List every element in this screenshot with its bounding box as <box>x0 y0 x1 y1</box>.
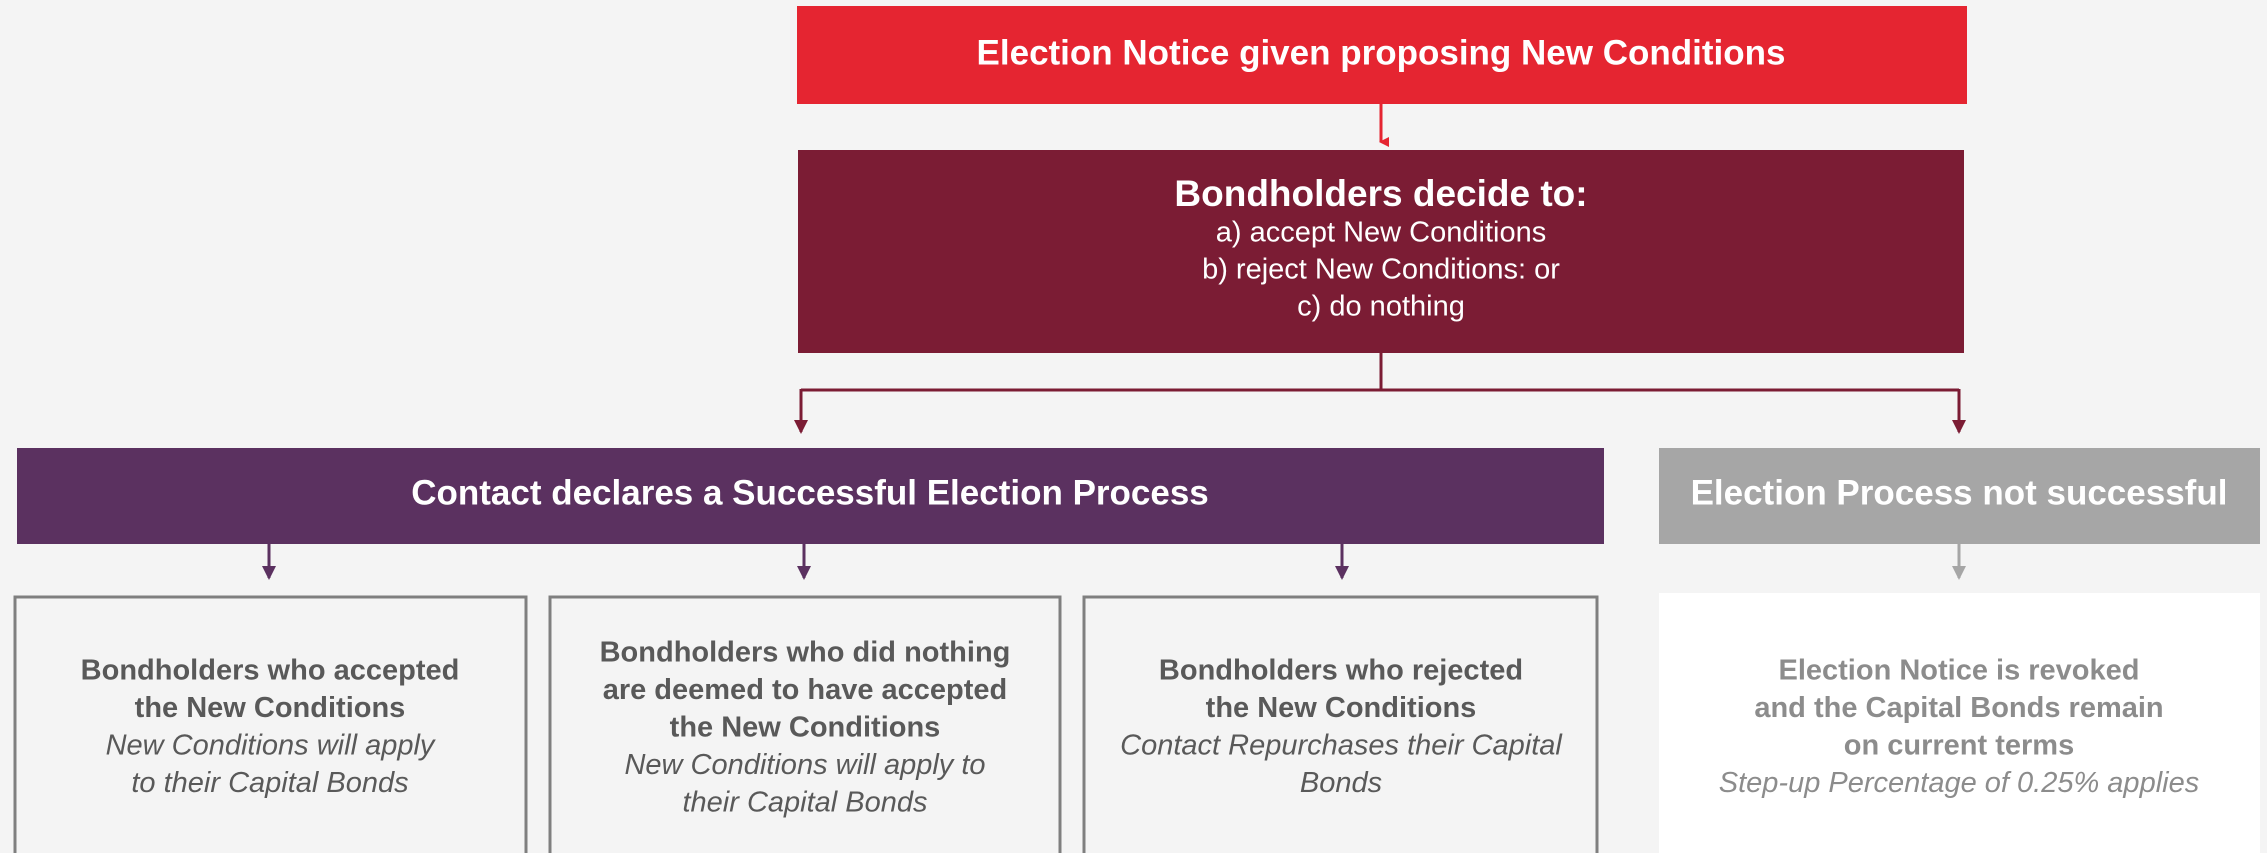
decide-line: c) do nothing <box>1297 291 1465 323</box>
outcome-box <box>1659 593 2260 853</box>
notice-box <box>797 6 1967 104</box>
outcome-heading: Bondholders who rejected <box>1159 655 1523 687</box>
outcome-note: New Conditions will apply to <box>624 749 985 781</box>
fail-text: Election Process not successful <box>1691 473 2228 512</box>
success-box <box>17 448 1604 544</box>
decide-line: b) reject New Conditions: or <box>1202 254 1560 286</box>
outcome-box <box>548 595 1062 853</box>
outcome-heading: the New Conditions <box>670 712 941 744</box>
outcome-heading: the New Conditions <box>135 692 406 724</box>
outcome-note: to their Capital Bonds <box>131 767 408 799</box>
outcome-box <box>1082 595 1599 853</box>
outcome-box <box>13 595 528 853</box>
outcome-heading: the New Conditions <box>1206 692 1477 724</box>
outcome-heading: on current terms <box>1844 730 2074 762</box>
outcome-note: their Capital Bonds <box>682 787 927 819</box>
decide-line: a) accept New Conditions <box>1216 217 1546 249</box>
notice-text: Election Notice given proposing New Cond… <box>977 33 1786 72</box>
outcome-heading: Bondholders who accepted <box>81 655 460 687</box>
outcome-note: Step-up Percentage of 0.25% applies <box>1719 767 2199 799</box>
outcomes: Bondholders who accepted the New Conditio… <box>81 637 2200 819</box>
outcome-heading: Election Notice is revoked <box>1778 655 2139 687</box>
decide-title: Bondholders decide to: <box>1174 173 1587 214</box>
decide-box <box>798 150 1964 353</box>
outcome-note: New Conditions will apply <box>106 730 436 762</box>
outcome-note: Contact Repurchases their Capital <box>1120 730 1563 762</box>
outcome-heading: Bondholders who did nothing <box>600 637 1011 669</box>
outcome-note: Bonds <box>1300 767 1382 799</box>
fail-box <box>1659 448 2260 544</box>
outcome-heading: are deemed to have accepted <box>603 674 1008 706</box>
outcome-heading: and the Capital Bonds remain <box>1754 692 2163 724</box>
connector <box>801 353 1959 392</box>
success-text: Contact declares a Successful Election P… <box>411 473 1209 512</box>
